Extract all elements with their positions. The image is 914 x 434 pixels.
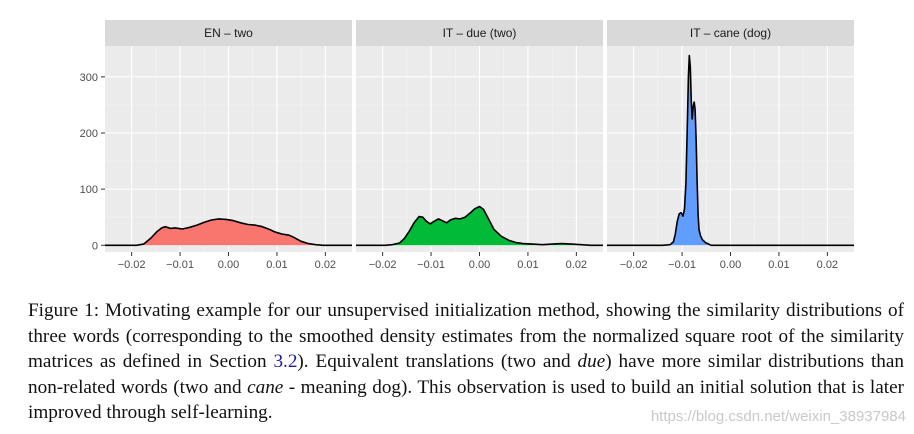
faceted-density-chart: 0 100 200 300 EN – two −0.02 −0.01 0.00 0.01 0.02… [80, 20, 854, 271]
density-outline [607, 54, 854, 247]
x-tick-label: 0.01 [266, 259, 287, 271]
x-tick-label: −0.01 [417, 259, 445, 271]
density-outline [105, 218, 352, 247]
caption-text-4: - meaning dog). This observation is used… [28, 376, 904, 424]
x-tick-label: 0.01 [768, 259, 789, 271]
x-tick-label: 0.02 [817, 259, 838, 271]
density-outline [356, 205, 603, 247]
facet-strip [105, 20, 352, 46]
facet-strip-label: EN – two [204, 26, 253, 40]
x-tick-label: 0.02 [566, 259, 587, 271]
x-tick-label: −0.01 [668, 259, 696, 271]
y-tick-label: 0 [92, 240, 98, 252]
caption-text-2: ). Equivalent translations (two and [297, 351, 578, 372]
density-figure: 0 100 200 300 EN – two −0.02 −0.01 0.00 0.01 0.02… [80, 20, 854, 271]
x-tick-label: −0.02 [620, 259, 648, 271]
section-reference-link[interactable]: 3.2 [273, 351, 298, 372]
x-tick-label: 0.00 [720, 259, 741, 271]
watermark-url: https://blog.csdn.net/weixin_38937984 [650, 408, 906, 425]
facet-strip [607, 20, 854, 46]
y-tick-label: 100 [80, 184, 98, 196]
figure-caption: Figure 1: Motivating example for our uns… [28, 298, 904, 426]
x-tick-label: 0.00 [469, 259, 490, 271]
density-area [105, 218, 352, 246]
facet-strip [356, 20, 603, 46]
facet-strip-label: IT – due (two) [443, 26, 517, 40]
caption-italic-due: due [577, 351, 606, 372]
caption-text-3: ) have more similar distributions than n… [28, 351, 904, 398]
panel-it-due: IT – due (two) −0.02 −0.01 0.00 0.01 0.02 [356, 20, 603, 271]
x-tick-label: −0.02 [118, 259, 146, 271]
x-tick-label: −0.02 [369, 259, 397, 271]
panel-en-two: EN – two −0.02 −0.01 0.00 0.01 0.02 [105, 20, 352, 271]
caption-text-1: Figure 1: Motivating example for our uns… [28, 300, 904, 372]
x-tick-label: 0.02 [315, 259, 336, 271]
x-tick-label: −0.01 [166, 259, 194, 271]
caption-italic-cane: cane [247, 376, 284, 398]
y-tick-label: 200 [80, 128, 98, 140]
panel-it-cane: IT – cane (dog) −0.02 −0.01 0.00 0.01 0.02 [607, 20, 854, 271]
facet-strip-label: IT – cane (dog) [690, 26, 771, 40]
density-area [356, 206, 603, 246]
x-tick-label: 0.00 [218, 259, 239, 271]
x-tick-label: 0.01 [517, 259, 538, 271]
y-tick-label: 300 [80, 72, 98, 84]
